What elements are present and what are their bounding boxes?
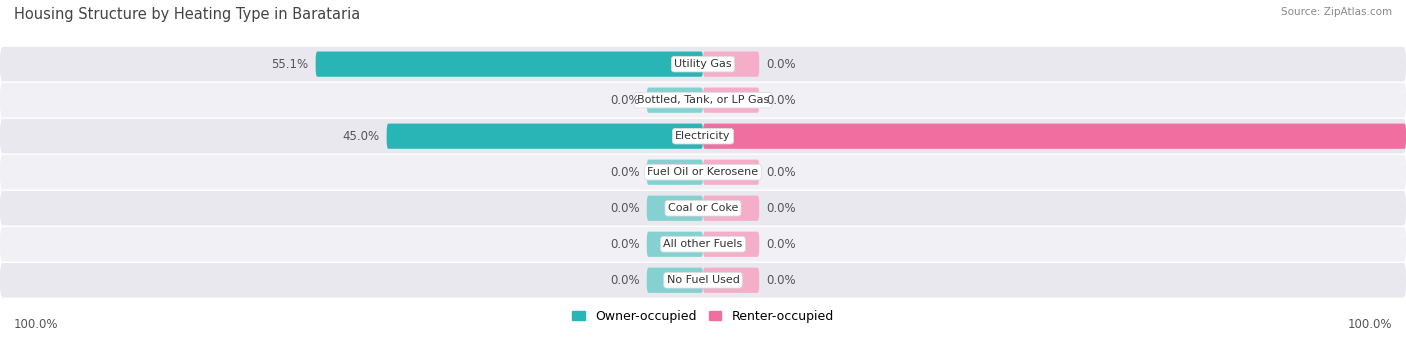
Text: No Fuel Used: No Fuel Used [666, 275, 740, 285]
FancyBboxPatch shape [647, 268, 703, 293]
Text: Utility Gas: Utility Gas [675, 59, 731, 69]
Text: 0.0%: 0.0% [610, 238, 640, 251]
FancyBboxPatch shape [0, 119, 1406, 153]
FancyBboxPatch shape [0, 263, 1406, 298]
FancyBboxPatch shape [703, 123, 1406, 149]
FancyBboxPatch shape [315, 51, 703, 77]
FancyBboxPatch shape [0, 155, 1406, 190]
FancyBboxPatch shape [647, 160, 703, 185]
Text: Source: ZipAtlas.com: Source: ZipAtlas.com [1281, 7, 1392, 17]
Text: 100.0%: 100.0% [14, 318, 59, 331]
Text: 0.0%: 0.0% [766, 202, 796, 215]
FancyBboxPatch shape [703, 51, 759, 77]
Text: 0.0%: 0.0% [766, 274, 796, 287]
FancyBboxPatch shape [387, 123, 703, 149]
Text: 0.0%: 0.0% [610, 166, 640, 179]
FancyBboxPatch shape [0, 191, 1406, 225]
Text: 0.0%: 0.0% [766, 58, 796, 71]
FancyBboxPatch shape [703, 160, 759, 185]
FancyBboxPatch shape [703, 268, 759, 293]
Text: Fuel Oil or Kerosene: Fuel Oil or Kerosene [647, 167, 759, 177]
FancyBboxPatch shape [703, 196, 759, 221]
FancyBboxPatch shape [703, 88, 759, 113]
FancyBboxPatch shape [647, 88, 703, 113]
Text: Electricity: Electricity [675, 131, 731, 141]
FancyBboxPatch shape [647, 232, 703, 257]
Text: 0.0%: 0.0% [766, 94, 796, 107]
Text: 55.1%: 55.1% [271, 58, 308, 71]
Text: 100.0%: 100.0% [1347, 318, 1392, 331]
Text: 0.0%: 0.0% [766, 166, 796, 179]
Text: 0.0%: 0.0% [610, 94, 640, 107]
Text: Coal or Coke: Coal or Coke [668, 203, 738, 213]
Text: 0.0%: 0.0% [610, 202, 640, 215]
Text: 0.0%: 0.0% [766, 238, 796, 251]
Text: 45.0%: 45.0% [343, 130, 380, 143]
Text: 0.0%: 0.0% [610, 274, 640, 287]
Text: Bottled, Tank, or LP Gas: Bottled, Tank, or LP Gas [637, 95, 769, 105]
Text: Housing Structure by Heating Type in Barataria: Housing Structure by Heating Type in Bar… [14, 7, 360, 22]
FancyBboxPatch shape [0, 47, 1406, 81]
FancyBboxPatch shape [647, 196, 703, 221]
FancyBboxPatch shape [0, 83, 1406, 117]
FancyBboxPatch shape [703, 232, 759, 257]
Legend: Owner-occupied, Renter-occupied: Owner-occupied, Renter-occupied [568, 305, 838, 328]
Text: All other Fuels: All other Fuels [664, 239, 742, 249]
FancyBboxPatch shape [0, 227, 1406, 262]
